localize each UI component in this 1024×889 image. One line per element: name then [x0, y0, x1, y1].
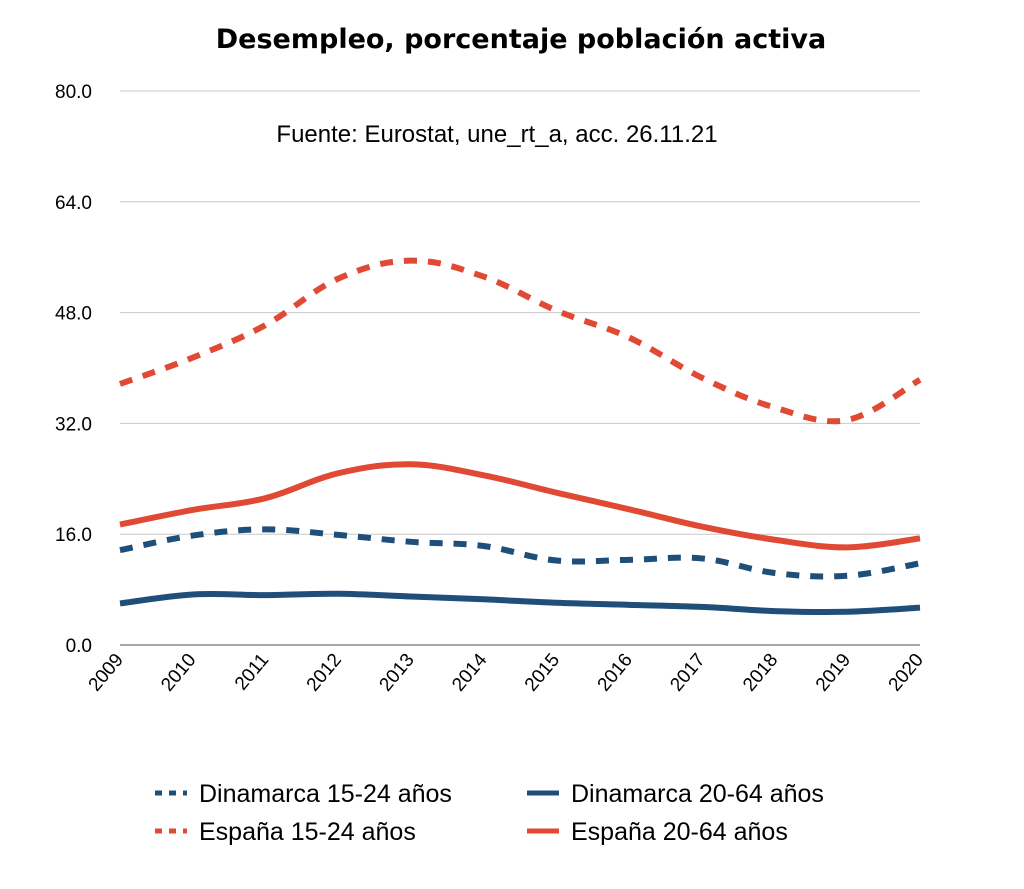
x-tick-label: 2017: [666, 650, 709, 696]
legend-label: España 15-24 años: [199, 818, 416, 846]
x-axis-ticks: 2009 2010 2011 2012 2013 2014 2015 2016 2017 2018…: [85, 649, 928, 695]
legend-label: Dinamarca 20-64 años: [571, 780, 824, 808]
series-line-1: [119, 590, 921, 616]
series-line-2: [118, 257, 922, 425]
legend-label: Dinamarca 15-24 años: [199, 780, 452, 808]
x-tick-label: 2020: [885, 650, 928, 696]
series-line-3: [119, 461, 921, 551]
y-tick-label: 48.0: [55, 304, 92, 325]
series-lines: [118, 257, 922, 616]
x-tick-label: 2010: [157, 650, 200, 696]
x-tick-label: 2019: [812, 650, 855, 696]
gridlines: [120, 90, 920, 646]
series-line-0: [119, 526, 921, 580]
y-tick-label: 80.0: [55, 82, 92, 103]
legend-label: España 20-64 años: [571, 818, 788, 846]
x-tick-label: 2012: [303, 650, 346, 696]
legend: Dinamarca 15-24 años Dinamarca 20-64 años…: [155, 780, 824, 846]
chart-subtitle: Fuente: Eurostat, une_rt_a, acc. 26.11.2…: [276, 121, 717, 148]
x-tick-label: 2015: [521, 650, 564, 696]
y-tick-label: 0.0: [66, 636, 92, 657]
x-tick-label: 2016: [594, 650, 637, 696]
y-axis-ticks: 0.0 16.0 32.0 48.0 64.0 80.0: [55, 82, 92, 657]
x-tick-label: 2014: [448, 649, 492, 695]
y-tick-label: 32.0: [55, 414, 92, 435]
x-tick-label: 2018: [739, 650, 782, 696]
chart-title: Desempleo, porcentaje población activa: [216, 24, 826, 55]
x-tick-label: 2013: [375, 650, 418, 696]
y-tick-label: 64.0: [55, 193, 92, 214]
x-tick-label: 2011: [231, 650, 273, 695]
y-tick-label: 16.0: [55, 525, 92, 546]
